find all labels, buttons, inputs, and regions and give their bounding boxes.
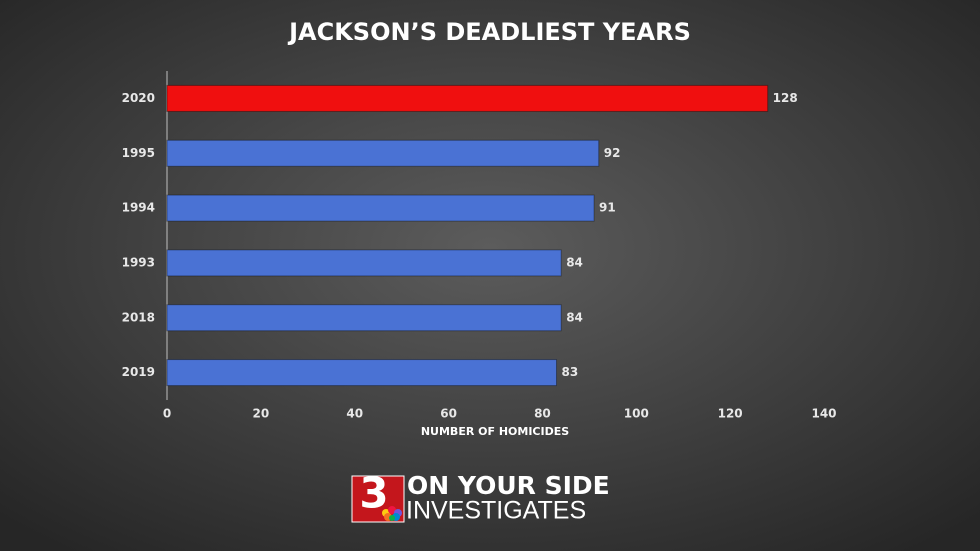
x-tick-label: 140: [811, 407, 836, 421]
y-tick-label: 2019: [122, 365, 155, 379]
value-label: 84: [566, 255, 583, 269]
y-tick-label: 1993: [122, 255, 155, 269]
logo-line1: ON YOUR SIDE: [407, 471, 610, 500]
x-tick-label: 60: [440, 407, 457, 421]
value-label: 91: [599, 201, 616, 215]
bar: [166, 249, 562, 277]
x-tick-label: 80: [534, 407, 551, 421]
y-tick-label: 2020: [122, 91, 155, 105]
x-tick-label: 100: [624, 407, 649, 421]
value-label: 84: [566, 310, 583, 324]
x-tick-label: 0: [163, 407, 171, 421]
y-tick-label: 1994: [122, 201, 155, 215]
bar: [166, 304, 562, 332]
bar: [166, 139, 600, 167]
bar: [166, 194, 595, 222]
bar: [166, 84, 769, 112]
x-tick-label: 120: [718, 407, 743, 421]
x-axis-label: NUMBER OF HOMICIDES: [421, 425, 569, 438]
logo-number: 3: [359, 469, 388, 518]
logo: 3 ON YOUR SIDE INVESTIGATES: [351, 469, 610, 525]
peacock: [382, 506, 402, 521]
value-label: 128: [773, 91, 798, 105]
value-label: 92: [604, 146, 621, 160]
chart-title: JACKSON’S DEADLIEST YEARS: [287, 18, 691, 46]
y-tick-label: 2018: [122, 310, 155, 324]
value-label: 83: [562, 365, 579, 379]
x-tick-label: 40: [346, 407, 363, 421]
bar: [166, 359, 558, 387]
logo-line2: INVESTIGATES: [406, 497, 586, 525]
y-tick-label: 1995: [122, 146, 155, 160]
x-tick-label: 20: [253, 407, 270, 421]
